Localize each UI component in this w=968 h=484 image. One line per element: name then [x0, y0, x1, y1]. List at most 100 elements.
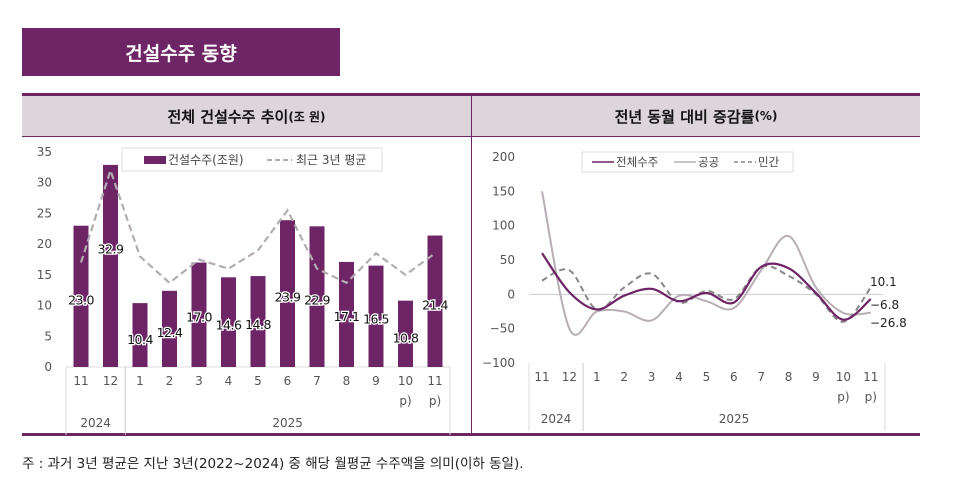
year-label: 2024: [541, 412, 572, 426]
left-chart-title-text: 전체 건설수주 추이: [167, 107, 289, 126]
x-tick-label: 7: [313, 374, 321, 388]
bar-value-label: 10.4: [127, 332, 153, 347]
y-tick-label: 10: [37, 299, 52, 313]
y-tick-label: −100: [482, 356, 515, 370]
right-chart-unit: (%): [754, 109, 778, 123]
x-tick-label: 10: [836, 370, 851, 384]
x-tick-label: 11: [534, 370, 549, 384]
bar-value-label: 14.8: [245, 317, 271, 332]
bar-value-label: 16.5: [363, 311, 389, 326]
x-tick-label: 10: [398, 374, 413, 388]
x-tick-label: 11: [427, 374, 442, 388]
bar-value-label: 23.0: [68, 292, 94, 307]
y-tick-label: 0: [507, 287, 515, 301]
x-tick-label: p): [429, 394, 441, 408]
y-tick-label: 0: [44, 360, 52, 374]
x-tick-label: p): [837, 390, 849, 404]
legend-label: 공공: [698, 155, 719, 169]
x-tick-label: 4: [225, 374, 233, 388]
bar: [280, 220, 295, 367]
legend-label: 민간: [758, 155, 780, 169]
x-tick-label: 2: [166, 374, 174, 388]
y-tick-label: 35: [37, 145, 52, 159]
y-tick-label: 30: [37, 176, 52, 190]
left-chart-title: 전체 건설수주 추이 (조 원): [22, 96, 471, 137]
y-tick-label: 100: [492, 219, 515, 233]
footnote: 주 : 과거 3년 평균은 지난 3년(2022~2024) 중 해당 월평균 …: [22, 456, 524, 472]
bar-value-label: 23.9: [275, 290, 301, 305]
section-title: 건설수주 동향: [22, 28, 340, 76]
x-tick-label: 7: [757, 370, 765, 384]
left-chart-unit: (조 원): [288, 109, 326, 124]
x-tick-label: 6: [730, 370, 738, 384]
x-tick-label: 3: [195, 374, 203, 388]
y-tick-label: 25: [37, 206, 52, 220]
x-tick-label: 1: [136, 374, 144, 388]
y-tick-label: 200: [492, 150, 515, 164]
bar-value-label: 21.4: [422, 297, 448, 312]
x-tick-label: p): [865, 390, 877, 404]
right-chart-title: 전년 동월 대비 증감률 (%): [472, 96, 920, 137]
bar: [339, 261, 354, 367]
bar-value-label: 17.1: [334, 309, 360, 324]
bar: [221, 277, 236, 367]
legend-bar-swatch: [144, 156, 166, 164]
right-chart-panel: 전년 동월 대비 증감률 (%) −100 −50 0 50 100 150 200 11 12 1…: [472, 93, 920, 436]
bar: [368, 265, 384, 367]
y-tick-label: 5: [44, 329, 52, 343]
x-tick-label: 9: [372, 374, 380, 388]
bar: [398, 300, 413, 367]
x-tick-label: 12: [562, 370, 577, 384]
x-tick-label: 8: [785, 370, 793, 384]
end-value-label: −26.8: [870, 316, 907, 330]
x-tick-label: 8: [343, 374, 351, 388]
x-tick-label: 11: [73, 374, 88, 388]
y-tick-label: −50: [490, 322, 515, 336]
bar-value-label: 22.9: [304, 293, 330, 308]
end-value-label: 10.1: [870, 275, 897, 289]
x-tick-label: 6: [284, 374, 292, 388]
x-tick-label: 11: [863, 370, 878, 384]
x-tick-label: 1: [593, 370, 601, 384]
right-chart-title-text: 전년 동월 대비 증감률: [614, 107, 755, 126]
bar: [162, 290, 177, 367]
y-tick-label: 15: [37, 268, 52, 282]
legend-label: 최근 3년 평균: [296, 153, 366, 167]
x-tick-label: 2: [620, 370, 628, 384]
legend-box: [121, 147, 383, 172]
bar: [73, 225, 89, 367]
y-tick-label: 20: [37, 237, 52, 251]
bar: [103, 164, 118, 367]
bar: [250, 276, 266, 367]
y-tick-label: 150: [492, 184, 515, 198]
bar: [309, 226, 325, 367]
series-line-solid-light: [541, 191, 871, 336]
year-label: 2024: [80, 416, 111, 430]
bar: [191, 262, 207, 367]
avg-line: [79, 166, 436, 285]
x-tick-label: 9: [812, 370, 820, 384]
x-tick-label: 5: [254, 374, 262, 388]
x-tick-label: p): [399, 394, 411, 408]
x-tick-label: 3: [648, 370, 656, 384]
bar-value-label: 17.0: [186, 310, 212, 325]
bar-value-label: 12.4: [157, 325, 183, 340]
year-label: 2025: [719, 412, 750, 426]
left-chart-panel: 전체 건설수주 추이 (조 원) 0 5 10 15 20 25 30 35 23.0 32.9 10…: [22, 93, 472, 436]
bar: [427, 235, 443, 367]
bar-value-label: 10.8: [393, 331, 419, 346]
year-label: 2025: [272, 416, 303, 430]
x-tick-label: 5: [703, 370, 711, 384]
bar-value-label: 14.6: [216, 318, 242, 333]
x-tick-label: 4: [675, 370, 683, 384]
series-line-solid-dark: [541, 252, 872, 321]
bar: [132, 303, 148, 367]
end-value-label: −6.8: [870, 298, 899, 312]
x-tick-label: 12: [103, 374, 118, 388]
legend-label: 전체수주: [616, 155, 658, 169]
bar-value-label: 32.9: [98, 241, 124, 256]
y-tick-label: 50: [500, 253, 515, 267]
